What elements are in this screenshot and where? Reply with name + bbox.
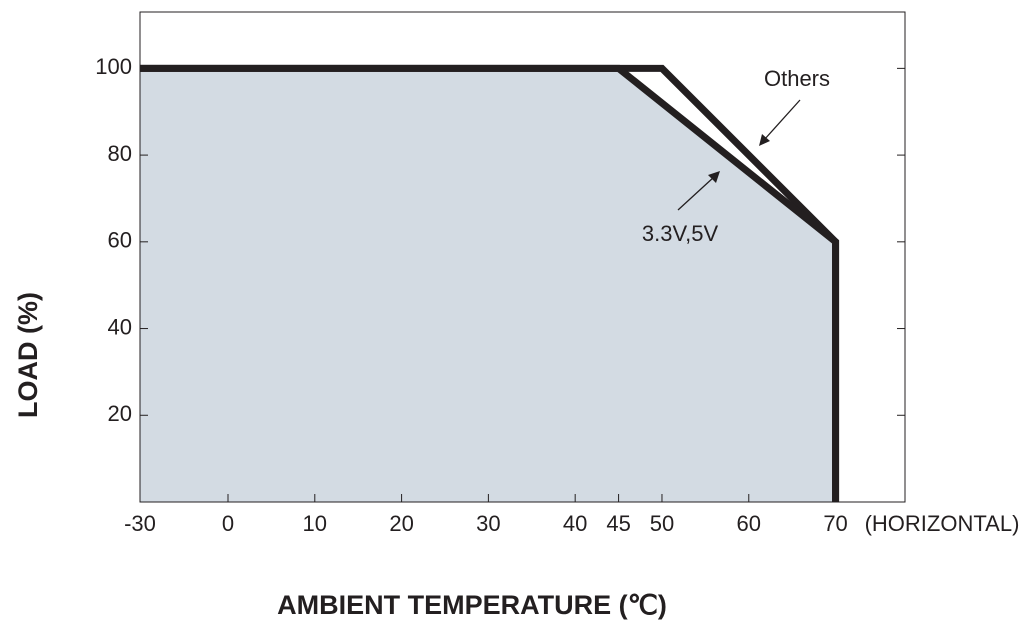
y-tick-label: 60 [108,228,132,253]
x-tick-label: 60 [737,511,761,536]
y-tick-label: 40 [108,314,132,339]
annotation-label: Others [764,66,830,91]
x-tick-label: 0 [222,511,234,536]
y-tick-label: 100 [95,54,132,79]
annotation-arrow [763,99,801,141]
x-tick-label: 30 [476,511,500,536]
arrow-head [708,171,720,183]
x-axis-title: AMBIENT TEMPERATURE (℃) [277,590,667,620]
x-tick-label: 45 [606,511,630,536]
arrow-head [759,134,770,146]
x-axis-note: (HORIZONTAL) [865,511,1020,536]
x-tick-label: 40 [563,511,587,536]
y-tick-label: 20 [108,401,132,426]
x-tick-label: 70 [823,511,847,536]
annotation-label: 3.3V,5V [642,221,719,246]
x-tick-label: 20 [389,511,413,536]
y-tick-label: 80 [108,141,132,166]
annotation-arrow [677,176,715,211]
derating-area [140,68,836,503]
series-line [140,64,840,502]
x-tick-label: -30 [124,511,156,536]
x-tick-label: 50 [650,511,674,536]
plot-frame [139,11,906,503]
x-tick-label: 10 [303,511,327,536]
y-axis-title: LOAD (%) [13,292,43,418]
